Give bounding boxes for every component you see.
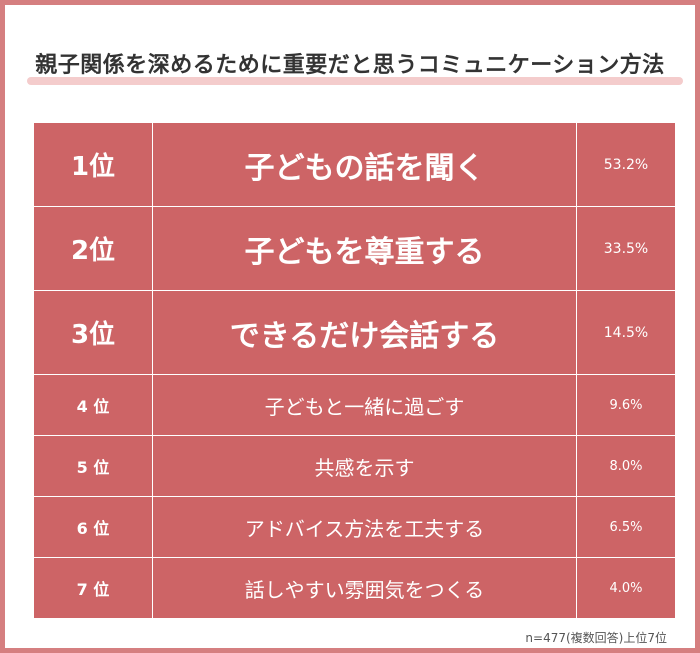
answer-label: できるだけ会話する bbox=[152, 290, 577, 375]
rank-cell: 7 位 bbox=[33, 557, 153, 619]
table-row: 4 位 子どもと一緒に過ごす 9.6% bbox=[33, 374, 676, 436]
rank-cell: 1位 bbox=[33, 122, 153, 207]
percent-value: 33.5% bbox=[576, 206, 676, 291]
title-underline bbox=[27, 77, 683, 85]
chart-title: 親子関係を深めるために重要だと思うコミュニケーション方法 bbox=[35, 53, 665, 78]
table-row: 7 位 話しやすい雰囲気をつくる 4.0% bbox=[33, 557, 676, 619]
percent-value: 14.5% bbox=[576, 290, 676, 375]
rank-cell: 3位 bbox=[33, 290, 153, 375]
rank-cell: 2位 bbox=[33, 206, 153, 291]
percent-value: 6.5% bbox=[576, 496, 676, 558]
title-container: 親子関係を深めるために重要だと思うコミュニケーション方法 bbox=[5, 47, 695, 79]
sample-footnote: n=477(複数回答)上位7位 bbox=[525, 631, 667, 645]
ranking-table: 1位 子どもの話を聞く 53.2% 2位 子どもを尊重する 33.5% 3位 で… bbox=[33, 122, 676, 619]
percent-value: 8.0% bbox=[576, 435, 676, 497]
percent-value: 9.6% bbox=[576, 374, 676, 436]
percent-value: 53.2% bbox=[576, 122, 676, 207]
rank-cell: 6 位 bbox=[33, 496, 153, 558]
table-row: 1位 子どもの話を聞く 53.2% bbox=[33, 122, 676, 207]
table-row: 3位 できるだけ会話する 14.5% bbox=[33, 290, 676, 375]
answer-label: 子どもの話を聞く bbox=[152, 122, 577, 207]
rank-cell: 5 位 bbox=[33, 435, 153, 497]
table-row: 2位 子どもを尊重する 33.5% bbox=[33, 206, 676, 291]
answer-label: 共感を示す bbox=[152, 435, 577, 497]
table-row: 5 位 共感を示す 8.0% bbox=[33, 435, 676, 497]
rank-cell: 4 位 bbox=[33, 374, 153, 436]
answer-label: アドバイス方法を工夫する bbox=[152, 496, 577, 558]
percent-value: 4.0% bbox=[576, 557, 676, 619]
answer-label: 子どもを尊重する bbox=[152, 206, 577, 291]
table-row: 6 位 アドバイス方法を工夫する 6.5% bbox=[33, 496, 676, 558]
answer-label: 話しやすい雰囲気をつくる bbox=[152, 557, 577, 619]
answer-label: 子どもと一緒に過ごす bbox=[152, 374, 577, 436]
